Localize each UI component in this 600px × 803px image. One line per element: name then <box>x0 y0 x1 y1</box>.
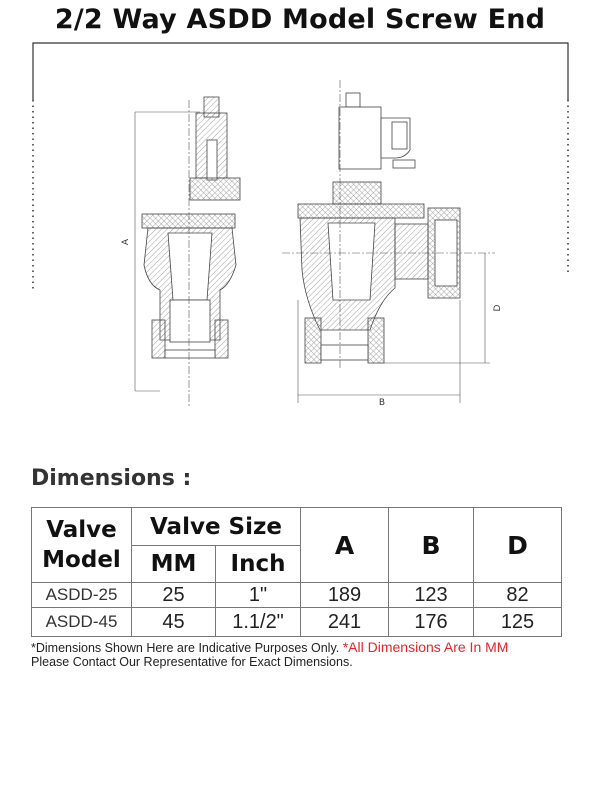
dimensions-heading: Dimensions : <box>31 466 192 491</box>
header-valve-model: Valve Model <box>31 507 132 583</box>
disclaimer-line-1: *Dimensions Shown Here are Indicative Pu… <box>31 639 508 655</box>
dimension-b <box>297 300 461 403</box>
right-valve-section <box>297 92 461 364</box>
disclaimer-line-2: Please Contact Our Representative for Ex… <box>31 655 353 669</box>
valve-technical-drawing: A B D <box>32 42 569 408</box>
header-mm: MM <box>131 545 216 583</box>
header-d: D <box>473 507 562 583</box>
cell-a: 241 <box>300 607 389 637</box>
cell-d: 82 <box>473 582 562 608</box>
cell-inch: 1" <box>215 582 301 608</box>
cell-d: 125 <box>473 607 562 637</box>
cell-model: ASDD-25 <box>31 582 132 608</box>
dimension-a <box>134 111 200 392</box>
left-valve-section <box>141 96 241 359</box>
indicative-note: *Dimensions Shown Here are Indicative Pu… <box>31 641 340 655</box>
header-a: A <box>300 507 389 583</box>
cell-inch: 1.1/2" <box>215 607 301 637</box>
frame <box>32 42 569 292</box>
dimension-b-label: B <box>379 398 385 408</box>
cell-mm: 45 <box>131 607 216 637</box>
table-row: ASDD-45 45 1.1/2" 241 176 125 <box>31 607 562 637</box>
dimension-a-label: A <box>121 238 131 245</box>
dimension-d <box>380 253 490 364</box>
header-inch: Inch <box>215 545 301 583</box>
page-title: 2/2 Way ASDD Model Screw End <box>54 4 546 35</box>
dimensions-table: Valve Model Valve Size A B D MM Inch ASD… <box>31 507 562 637</box>
dimension-d-label: D <box>493 304 503 311</box>
cell-model: ASDD-45 <box>31 607 132 637</box>
cell-b: 123 <box>388 582 474 608</box>
table-row: ASDD-25 25 1" 189 123 82 <box>31 582 562 608</box>
header-b: B <box>388 507 474 583</box>
cell-mm: 25 <box>131 582 216 608</box>
header-valve-size: Valve Size <box>131 507 301 546</box>
cell-b: 176 <box>388 607 474 637</box>
cell-a: 189 <box>300 582 389 608</box>
mm-note: *All Dimensions Are In MM <box>342 639 509 655</box>
